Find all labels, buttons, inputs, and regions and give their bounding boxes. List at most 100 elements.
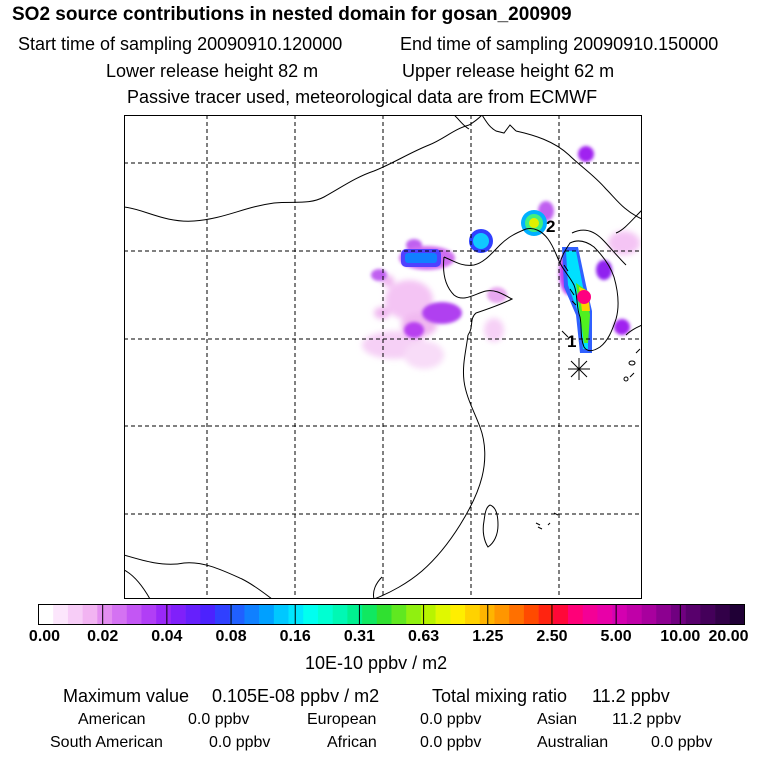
- colorbar-cell: [141, 604, 157, 625]
- colorbar-cell: [170, 604, 186, 625]
- colorbar-cell: [538, 604, 554, 625]
- colorbar-cell: [347, 604, 363, 625]
- total-mixing-value: 11.2 ppbv: [592, 686, 670, 706]
- colorbar-cell: [229, 604, 245, 625]
- colorbar-cell: [317, 604, 333, 625]
- region-name-australian: Australian: [537, 734, 609, 751]
- colorbar-cell: [582, 604, 598, 625]
- upper-release-text: Upper release height 62 m: [402, 61, 615, 81]
- colorbar-tick-label: 1.25: [472, 628, 504, 645]
- colorbar-cell: [729, 604, 745, 625]
- colorbar-cell: [38, 604, 54, 625]
- start-sampling-text: Start time of sampling 20090910.120000: [18, 34, 343, 54]
- colorbar-cell: [568, 604, 584, 625]
- colorbar-cell: [685, 604, 701, 625]
- colorbar-cell: [553, 604, 569, 625]
- region-value-european: 0.0 ppbv: [420, 711, 482, 728]
- colorbar-cell: [156, 604, 172, 625]
- plume-spot-bohai-core: [473, 233, 489, 249]
- colorbar-tick-label: 0.02: [87, 628, 119, 645]
- region-value-asian: 11.2 ppbv: [612, 711, 682, 728]
- colorbar-cell: [376, 604, 392, 625]
- coastline-borders: [124, 115, 642, 599]
- colorbar-cell: [715, 604, 731, 625]
- region-value-american: 0.0 ppbv: [188, 711, 250, 728]
- colorbar-tick-label: 10.00: [660, 628, 701, 645]
- colorbar-cell: [641, 604, 657, 625]
- colorbar-cell: [303, 604, 319, 625]
- region-name-south-american: South American: [50, 734, 163, 751]
- colorbar-cell: [244, 604, 260, 625]
- colorbar-cell: [523, 604, 539, 625]
- colorbar-cell: [67, 604, 83, 625]
- receptor-label-1: 1: [567, 332, 576, 351]
- tracer-note-text: Passive tracer used, meteorological data…: [127, 87, 598, 107]
- colorbar-tick-label: 0.31: [343, 628, 375, 645]
- region-value-south-american: 0.0 ppbv: [209, 734, 271, 751]
- colorbar-cell: [597, 604, 613, 625]
- max-value: 0.105E-08 ppbv / m2: [212, 686, 380, 706]
- colorbar-cell: [626, 604, 642, 625]
- colorbar: [38, 604, 745, 625]
- colorbar-frame: [38, 604, 745, 625]
- colorbar-cell: [700, 604, 716, 625]
- colorbar-cell: [82, 604, 98, 625]
- end-sampling-text: End time of sampling 20090910.150000: [400, 34, 719, 54]
- receptor-marker-icon: [568, 358, 590, 380]
- colorbar-cell: [126, 604, 142, 625]
- colorbar-cell: [112, 604, 128, 625]
- plume-peak: [577, 290, 591, 304]
- colorbar-cell: [670, 604, 686, 625]
- colorbar-cell: [479, 604, 495, 625]
- colorbar-cell: [200, 604, 216, 625]
- colorbar-cell: [435, 604, 451, 625]
- colorbar-tick-label: 0.04: [151, 628, 183, 645]
- colorbar-cell: [332, 604, 348, 625]
- colorbar-cell: [391, 604, 407, 625]
- max-value-label: Maximum value: [63, 686, 190, 706]
- colorbar-tick-label: 0.00: [28, 628, 61, 645]
- colorbar-cell: [215, 604, 231, 625]
- map-frame: [124, 115, 642, 599]
- graticule: [124, 115, 642, 599]
- region-name-american: American: [78, 711, 146, 728]
- colorbar-tick-label: 0.08: [215, 628, 247, 645]
- map-panel: 1 2: [124, 115, 642, 599]
- concentration-field: [362, 146, 640, 369]
- colorbar-cell: [97, 604, 113, 625]
- region-name-asian: Asian: [537, 711, 578, 728]
- plume-box-west-core: [405, 253, 437, 263]
- colorbar-cell: [509, 604, 525, 625]
- colorbar-tick-label: 5.00: [600, 628, 632, 645]
- colorbar-cell: [656, 604, 672, 625]
- plot-title: SO2 source contributions in nested domai…: [12, 4, 572, 25]
- colorbar-tick-label: 0.63: [408, 628, 440, 645]
- colorbar-cell: [53, 604, 69, 625]
- colorbar-tick-label: 2.50: [536, 628, 568, 645]
- colorbar-cell: [420, 604, 436, 625]
- colorbar-cell: [185, 604, 201, 625]
- region-name-european: European: [307, 711, 377, 728]
- colorbar-cell: [465, 604, 481, 625]
- colorbar-cell: [406, 604, 422, 625]
- colorbar-tick-label: 0.16: [279, 628, 311, 645]
- colorbar-cell: [362, 604, 378, 625]
- faint-plume-layer: [362, 231, 640, 369]
- colorbar-tick-label: 20.00: [708, 628, 749, 645]
- colorbar-dividers: [102, 604, 681, 625]
- colorbar-cell: [450, 604, 466, 625]
- lower-release-text: Lower release height 82 m: [106, 61, 319, 81]
- plume-spot-north-core: [529, 218, 539, 228]
- colorbar-units: 10E-10 ppbv / m2: [305, 653, 448, 673]
- colorbar-cell: [494, 604, 510, 625]
- colorbar-cells: [38, 604, 745, 625]
- colorbar-cell: [612, 604, 628, 625]
- region-value-australian: 0.0 ppbv: [651, 734, 713, 751]
- total-mixing-label: Total mixing ratio: [432, 686, 568, 706]
- region-value-african: 0.0 ppbv: [420, 734, 482, 751]
- colorbar-cell: [288, 604, 304, 625]
- colorbar-cell: [259, 604, 275, 625]
- region-name-african: African: [327, 734, 377, 751]
- receptor-label-2: 2: [546, 217, 555, 236]
- colorbar-cell: [273, 604, 289, 625]
